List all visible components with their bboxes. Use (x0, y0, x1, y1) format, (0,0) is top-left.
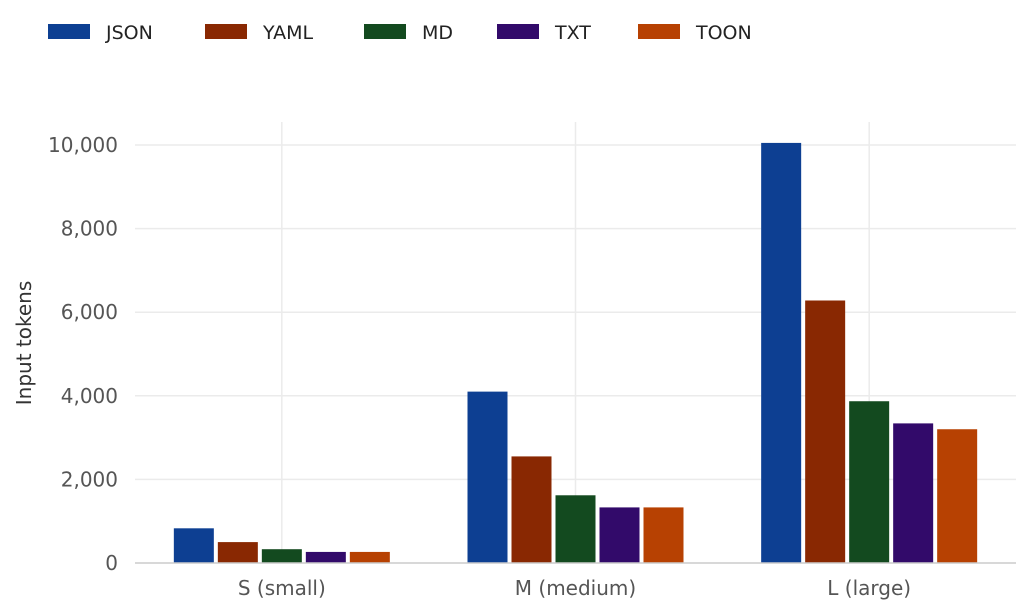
legend: JSON YAML MD TXT TOON (48, 22, 752, 44)
legend-swatch (205, 24, 247, 39)
bars (173, 142, 978, 563)
bar-toon-1 (643, 507, 684, 563)
bar-txt-2 (893, 423, 934, 563)
bar-txt-0 (305, 551, 346, 563)
legend-item-toon: TOON (638, 22, 752, 44)
bar-md-0 (261, 549, 302, 563)
legend-swatch (364, 24, 406, 39)
y-tick-label: 10,000 (48, 133, 118, 157)
bar-toon-2 (937, 429, 978, 563)
y-tick-label: 8,000 (61, 217, 118, 241)
bar-json-1 (467, 391, 508, 563)
y-tick-label: 6,000 (61, 300, 118, 324)
bar-yaml-0 (217, 542, 258, 563)
y-tick-label: 0 (105, 551, 118, 575)
legend-label: MD (422, 22, 453, 44)
y-tick-label: 2,000 (61, 467, 118, 491)
bar-yaml-1 (511, 456, 552, 563)
legend-item-json: JSON (48, 22, 153, 44)
bar-json-0 (173, 528, 214, 563)
bar-yaml-2 (805, 300, 846, 563)
legend-label: JSON (105, 22, 153, 44)
legend-swatch (497, 24, 539, 39)
y-axis-title: Input tokens (12, 281, 36, 406)
legend-label: YAML (262, 22, 314, 44)
legend-swatch (48, 24, 90, 39)
bar-md-2 (849, 401, 890, 563)
y-axis: 0 2,000 4,000 6,000 8,000 10,000 (48, 133, 118, 575)
x-axis: S (small) M (medium) L (large) (135, 562, 1016, 600)
legend-item-md: MD (364, 22, 453, 44)
bar-toon-0 (349, 551, 390, 563)
y-tick-label: 4,000 (61, 384, 118, 408)
legend-label: TOON (695, 22, 752, 44)
x-tick-label: M (medium) (515, 576, 636, 600)
bar-txt-1 (599, 507, 640, 563)
legend-swatch (638, 24, 680, 39)
bar-json-2 (761, 142, 802, 563)
legend-item-yaml: YAML (205, 22, 314, 44)
bar-md-1 (555, 495, 596, 563)
legend-item-txt: TXT (497, 22, 591, 44)
x-tick-label: S (small) (238, 576, 326, 600)
legend-label: TXT (554, 22, 591, 44)
x-tick-label: L (large) (827, 576, 911, 600)
